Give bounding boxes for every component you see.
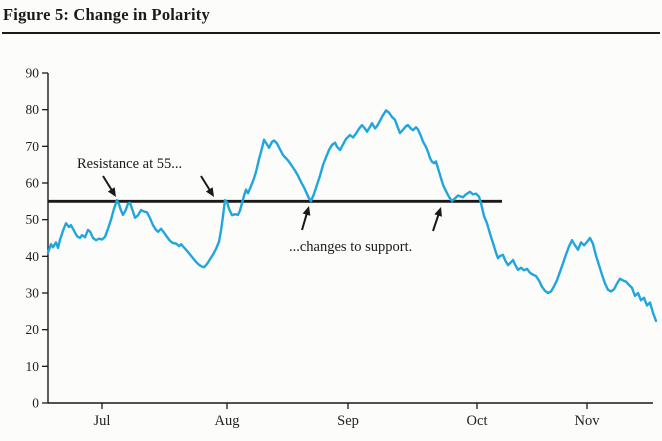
x-tick-label: Aug xyxy=(215,413,240,429)
annotation-arrow-head xyxy=(205,187,214,197)
y-tick-label: 90 xyxy=(26,66,40,81)
x-tick-label: Nov xyxy=(575,413,601,429)
y-tick-label: 80 xyxy=(26,102,40,117)
annotation-arrow-head xyxy=(302,206,311,216)
y-tick-label: 40 xyxy=(26,249,40,264)
price-line xyxy=(46,109,658,323)
x-tick-label: Sep xyxy=(337,413,359,429)
y-tick-label: 0 xyxy=(32,396,39,411)
y-tick-label: 50 xyxy=(26,212,40,227)
annotation-support-label: ...changes to support. xyxy=(289,239,412,255)
x-tick-label: Jul xyxy=(94,413,111,429)
y-tick-label: 20 xyxy=(26,322,40,337)
y-tick-label: 30 xyxy=(26,286,40,301)
x-tick-label: Oct xyxy=(467,413,488,429)
y-tick-label: 60 xyxy=(26,176,40,191)
annotation-arrow-head xyxy=(434,207,442,217)
figure-title: Figure 5: Change in Polarity xyxy=(3,5,210,24)
y-tick-label: 70 xyxy=(26,139,40,154)
annotation-arrow-head xyxy=(107,187,116,197)
title-rule xyxy=(2,32,660,34)
annotation-resistance-label: Resistance at 55... xyxy=(77,156,182,172)
y-tick-label: 10 xyxy=(26,359,40,374)
